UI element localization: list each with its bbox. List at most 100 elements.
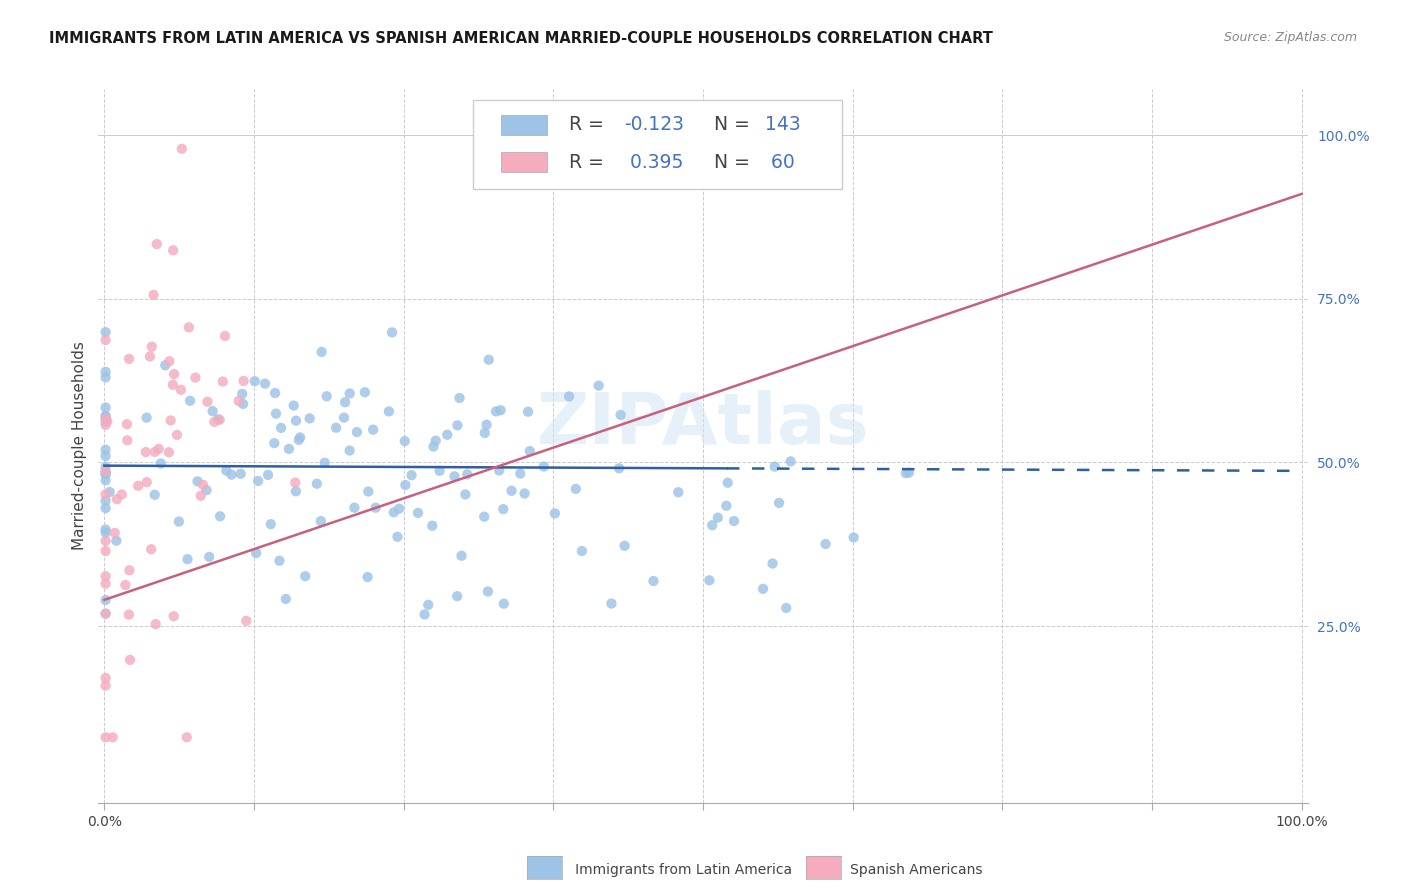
Point	[346, 425, 368, 439]
Point	[209, 509, 232, 524]
Point	[118, 563, 141, 577]
Point	[94, 325, 117, 339]
Point	[190, 489, 212, 503]
Point	[94, 459, 117, 474]
Point	[600, 597, 623, 611]
Point	[143, 488, 166, 502]
Point	[571, 544, 593, 558]
Point	[264, 386, 287, 401]
Point	[94, 525, 117, 540]
Point	[474, 425, 496, 440]
Point	[235, 614, 257, 628]
Point	[401, 468, 423, 483]
Point	[446, 418, 468, 433]
Point	[513, 486, 536, 500]
Point	[305, 476, 328, 491]
Point	[167, 515, 190, 529]
Point	[315, 389, 337, 403]
Point	[450, 549, 472, 563]
Point	[94, 487, 117, 501]
Point	[294, 569, 316, 583]
Point	[333, 395, 356, 409]
Point	[98, 485, 121, 500]
Point	[94, 534, 117, 549]
Point	[118, 653, 141, 667]
Point	[492, 502, 515, 516]
Point	[143, 445, 166, 459]
Point	[339, 443, 361, 458]
Point	[139, 350, 162, 364]
Point	[643, 574, 665, 588]
Point	[94, 493, 117, 508]
Point	[436, 427, 458, 442]
Point	[361, 423, 384, 437]
Point	[195, 483, 218, 497]
Point	[94, 365, 117, 379]
Point	[779, 454, 801, 468]
Point	[406, 506, 429, 520]
Point	[207, 412, 229, 426]
Point	[768, 496, 790, 510]
Point	[184, 370, 207, 384]
Point	[176, 552, 198, 566]
Point	[114, 578, 136, 592]
Point	[378, 404, 401, 418]
Point	[176, 731, 198, 745]
Point	[533, 459, 555, 474]
Point	[177, 320, 200, 334]
Point	[142, 288, 165, 302]
Point	[229, 467, 252, 481]
Point	[269, 554, 291, 568]
Point	[221, 467, 243, 482]
Point	[146, 237, 169, 252]
Point	[488, 463, 510, 477]
Text: Source: ZipAtlas.com: Source: ZipAtlas.com	[1223, 31, 1357, 45]
Point	[145, 617, 167, 632]
Point	[94, 474, 117, 488]
Point	[170, 383, 193, 397]
Point	[94, 607, 117, 621]
Point	[135, 410, 157, 425]
Point	[254, 376, 277, 391]
Text: Spanish Americans: Spanish Americans	[837, 863, 981, 877]
Point	[339, 386, 361, 401]
FancyBboxPatch shape	[501, 115, 547, 135]
Point	[353, 385, 375, 400]
Point	[763, 459, 786, 474]
Point	[118, 351, 141, 366]
Point	[298, 411, 321, 425]
Point	[94, 409, 117, 423]
Text: Immigrants from Latin America: Immigrants from Latin America	[562, 863, 793, 877]
Point	[105, 492, 128, 507]
Text: 0.395: 0.395	[624, 153, 683, 172]
Text: R =: R =	[569, 115, 610, 134]
Point	[94, 593, 117, 607]
Point	[211, 375, 233, 389]
Point	[155, 359, 177, 373]
Point	[232, 397, 254, 411]
Point	[443, 469, 465, 483]
Point	[228, 393, 250, 408]
Point	[277, 442, 299, 456]
Point	[475, 417, 498, 432]
Point	[382, 505, 405, 519]
Point	[519, 444, 541, 458]
Point	[94, 415, 117, 429]
Point	[775, 601, 797, 615]
Point	[263, 436, 285, 450]
Point	[478, 352, 501, 367]
Point	[94, 449, 117, 463]
Point	[394, 434, 416, 449]
Text: N =: N =	[714, 115, 756, 134]
Point	[285, 414, 308, 428]
Point	[118, 607, 141, 622]
Point	[170, 142, 193, 156]
Point	[159, 413, 181, 427]
Point	[141, 542, 163, 557]
Point	[509, 467, 531, 481]
Point	[716, 499, 738, 513]
Point	[613, 539, 636, 553]
Point	[94, 523, 117, 537]
Point	[472, 509, 495, 524]
Point	[104, 525, 127, 540]
